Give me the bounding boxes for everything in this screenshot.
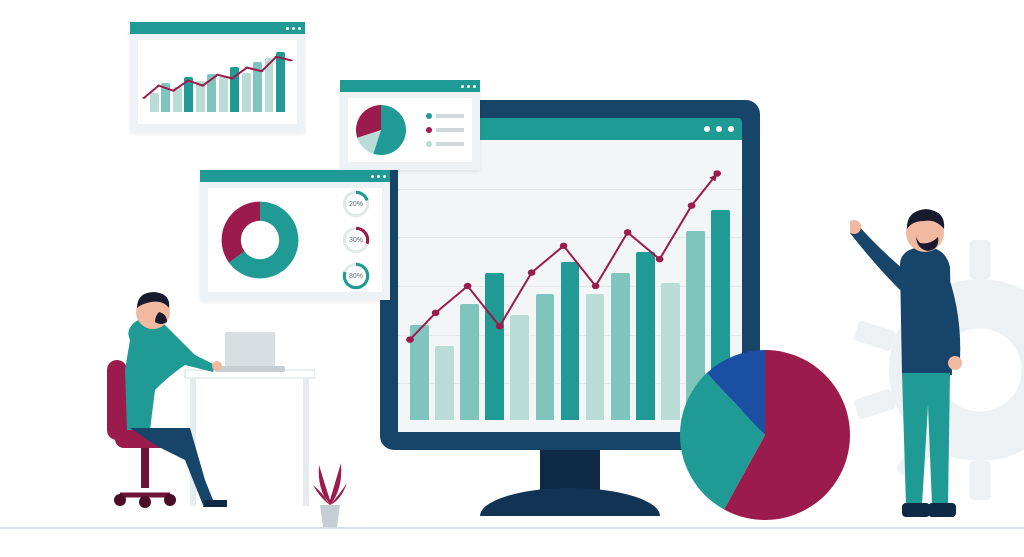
- seated-person: [55, 280, 315, 530]
- card-body: [348, 98, 472, 162]
- donut-chart-icon: [220, 200, 300, 280]
- gauge-label: 80%: [342, 262, 370, 290]
- legend-dot-icon: [426, 141, 432, 147]
- plant-icon: [305, 445, 355, 530]
- legend-placeholder: [436, 114, 464, 118]
- window-dot-icon: [292, 27, 295, 30]
- mini-chart-card-combo: [130, 22, 305, 132]
- laptop-icon: [225, 332, 275, 368]
- gauge-label: 20%: [342, 190, 370, 218]
- monitor-base: [480, 488, 660, 516]
- legend-placeholder: [436, 128, 464, 132]
- window-dot-icon: [728, 126, 734, 132]
- window-dot-icon: [371, 175, 374, 178]
- window-dot-icon: [461, 85, 464, 88]
- chair-back: [107, 360, 127, 440]
- card-titlebar: [200, 170, 390, 182]
- card-titlebar: [340, 80, 480, 92]
- card-titlebar: [130, 22, 305, 34]
- gauge-label: 30%: [342, 226, 370, 254]
- window-dot-icon: [704, 126, 710, 132]
- window-dot-icon: [377, 175, 380, 178]
- monitor-stand: [540, 450, 600, 490]
- pie-legend: [426, 113, 464, 147]
- standing-person: [850, 195, 1000, 530]
- legend-row: [426, 127, 464, 133]
- gauge: 20%: [342, 190, 370, 218]
- window-dot-icon: [298, 27, 301, 30]
- window-dot-icon: [286, 27, 289, 30]
- pie-chart-icon: [356, 105, 406, 155]
- card-body: [138, 40, 297, 124]
- gauge: 80%: [342, 262, 370, 290]
- mini-trendline: [144, 46, 291, 118]
- legend-dot-icon: [426, 113, 432, 119]
- big-pie-chart: [680, 350, 850, 520]
- window-dot-icon: [467, 85, 470, 88]
- gauge: 30%: [342, 226, 370, 254]
- legend-row: [426, 113, 464, 119]
- illustration-stage: 20% 30% 80%: [0, 0, 1024, 557]
- legend-placeholder: [436, 142, 464, 146]
- gauge-group: 20% 30% 80%: [342, 190, 370, 290]
- window-dot-icon: [473, 85, 476, 88]
- window-dot-icon: [716, 126, 722, 132]
- mini-chart-card-pie: [340, 80, 480, 170]
- card-body: 20% 30% 80%: [208, 188, 382, 292]
- legend-row: [426, 141, 464, 147]
- window-dot-icon: [383, 175, 386, 178]
- legend-dot-icon: [426, 127, 432, 133]
